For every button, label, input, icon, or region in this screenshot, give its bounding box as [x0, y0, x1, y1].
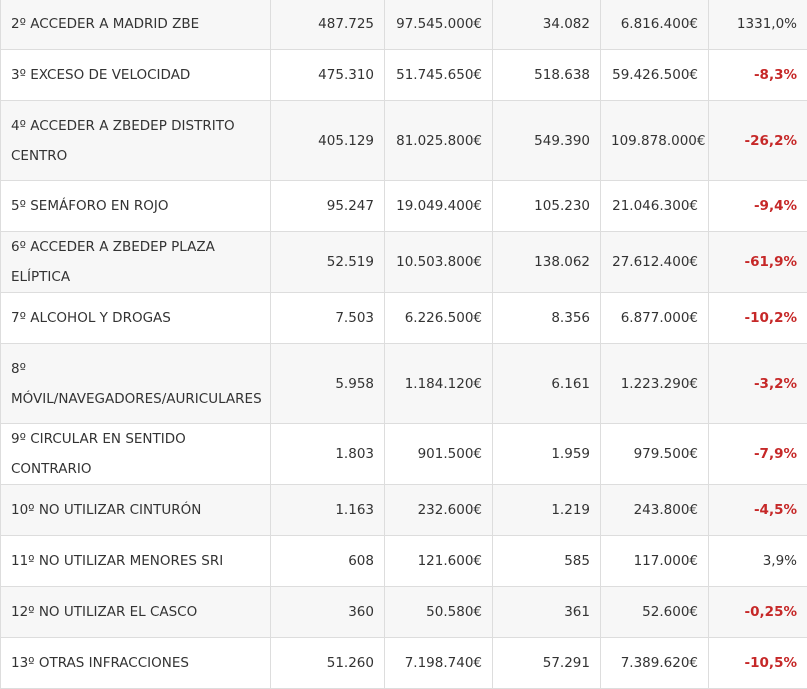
table-row: 3º EXCESO DE VELOCIDAD 475.310 51.745.65… [1, 50, 807, 101]
change-percent: -7,9% [709, 424, 807, 485]
infraction-name: 13º OTRAS INFRACCIONES [1, 638, 271, 689]
change-percent: -4,5% [709, 485, 807, 536]
table-row: 10º NO UTILIZAR CINTURÓN 1.163 232.600€ … [1, 485, 807, 536]
table-row: 2º ACCEDER A MADRID ZBE 487.725 97.545.0… [1, 0, 807, 50]
amount-current: 19.049.400€ [385, 181, 493, 232]
amount-previous: 1.223.290€ [601, 344, 709, 424]
amount-current: 51.745.650€ [385, 50, 493, 101]
change-percent: -26,2% [709, 101, 807, 181]
table-row: 12º NO UTILIZAR EL CASCO 360 50.580€ 361… [1, 587, 807, 638]
infraction-name: 3º EXCESO DE VELOCIDAD [1, 50, 271, 101]
change-percent: 3,9% [709, 536, 807, 587]
count-previous: 57.291 [493, 638, 601, 689]
count-current: 487.725 [271, 0, 385, 50]
amount-previous: 6.877.000€ [601, 293, 709, 344]
infraction-name: 11º NO UTILIZAR MENORES SRI [1, 536, 271, 587]
amount-previous: 21.046.300€ [601, 181, 709, 232]
amount-previous: 7.389.620€ [601, 638, 709, 689]
infraction-name: 6º ACCEDER A ZBEDEP PLAZA ELÍPTICA [1, 232, 271, 293]
amount-current: 121.600€ [385, 536, 493, 587]
count-previous: 8.356 [493, 293, 601, 344]
count-current: 405.129 [271, 101, 385, 181]
table-row: 7º ALCOHOL Y DROGAS 7.503 6.226.500€ 8.3… [1, 293, 807, 344]
table-row: 5º SEMÁFORO EN ROJO 95.247 19.049.400€ 1… [1, 181, 807, 232]
count-current: 360 [271, 587, 385, 638]
infraction-name: 5º SEMÁFORO EN ROJO [1, 181, 271, 232]
table-row: 4º ACCEDER A ZBEDEP DISTRITO CENTRO 405.… [1, 101, 807, 181]
table-row: 6º ACCEDER A ZBEDEP PLAZA ELÍPTICA 52.51… [1, 232, 807, 293]
amount-current: 97.545.000€ [385, 0, 493, 50]
change-percent: -9,4% [709, 181, 807, 232]
count-previous: 585 [493, 536, 601, 587]
infraction-name: 9º CIRCULAR EN SENTIDO CONTRARIO [1, 424, 271, 485]
count-current: 95.247 [271, 181, 385, 232]
count-current: 5.958 [271, 344, 385, 424]
table-row: 9º CIRCULAR EN SENTIDO CONTRARIO 1.803 9… [1, 424, 807, 485]
infraction-name: 2º ACCEDER A MADRID ZBE [1, 0, 271, 50]
amount-previous: 52.600€ [601, 587, 709, 638]
table-row: 13º OTRAS INFRACCIONES 51.260 7.198.740€… [1, 638, 807, 689]
change-percent: -61,9% [709, 232, 807, 293]
count-previous: 549.390 [493, 101, 601, 181]
change-percent: -0,25% [709, 587, 807, 638]
count-previous: 361 [493, 587, 601, 638]
infraction-name: 7º ALCOHOL Y DROGAS [1, 293, 271, 344]
count-previous: 34.082 [493, 0, 601, 50]
count-current: 475.310 [271, 50, 385, 101]
infraction-name: 4º ACCEDER A ZBEDEP DISTRITO CENTRO [1, 101, 271, 181]
count-current: 1.803 [271, 424, 385, 485]
count-previous: 105.230 [493, 181, 601, 232]
count-previous: 6.161 [493, 344, 601, 424]
count-previous: 1.219 [493, 485, 601, 536]
amount-current: 1.184.120€ [385, 344, 493, 424]
amount-current: 901.500€ [385, 424, 493, 485]
count-current: 1.163 [271, 485, 385, 536]
amount-previous: 109.878.000€ [601, 101, 709, 181]
amount-previous: 27.612.400€ [601, 232, 709, 293]
count-previous: 1.959 [493, 424, 601, 485]
amount-current: 232.600€ [385, 485, 493, 536]
amount-previous: 979.500€ [601, 424, 709, 485]
count-current: 608 [271, 536, 385, 587]
amount-current: 81.025.800€ [385, 101, 493, 181]
amount-previous: 117.000€ [601, 536, 709, 587]
amount-previous: 59.426.500€ [601, 50, 709, 101]
amount-previous: 243.800€ [601, 485, 709, 536]
amount-current: 7.198.740€ [385, 638, 493, 689]
change-percent: -10,5% [709, 638, 807, 689]
change-percent: 1331,0% [709, 0, 807, 50]
infraction-name: 12º NO UTILIZAR EL CASCO [1, 587, 271, 638]
count-previous: 518.638 [493, 50, 601, 101]
amount-previous: 6.816.400€ [601, 0, 709, 50]
count-current: 51.260 [271, 638, 385, 689]
table-row: 8º MÓVIL/NAVEGADORES/AURICULARES 5.958 1… [1, 344, 807, 424]
change-percent: -3,2% [709, 344, 807, 424]
count-current: 7.503 [271, 293, 385, 344]
change-percent: -8,3% [709, 50, 807, 101]
count-current: 52.519 [271, 232, 385, 293]
amount-current: 6.226.500€ [385, 293, 493, 344]
amount-current: 50.580€ [385, 587, 493, 638]
change-percent: -10,2% [709, 293, 807, 344]
count-previous: 138.062 [493, 232, 601, 293]
amount-current: 10.503.800€ [385, 232, 493, 293]
infraction-name: 10º NO UTILIZAR CINTURÓN [1, 485, 271, 536]
infraction-name: 8º MÓVIL/NAVEGADORES/AURICULARES [1, 344, 271, 424]
table-row: 11º NO UTILIZAR MENORES SRI 608 121.600€… [1, 536, 807, 587]
